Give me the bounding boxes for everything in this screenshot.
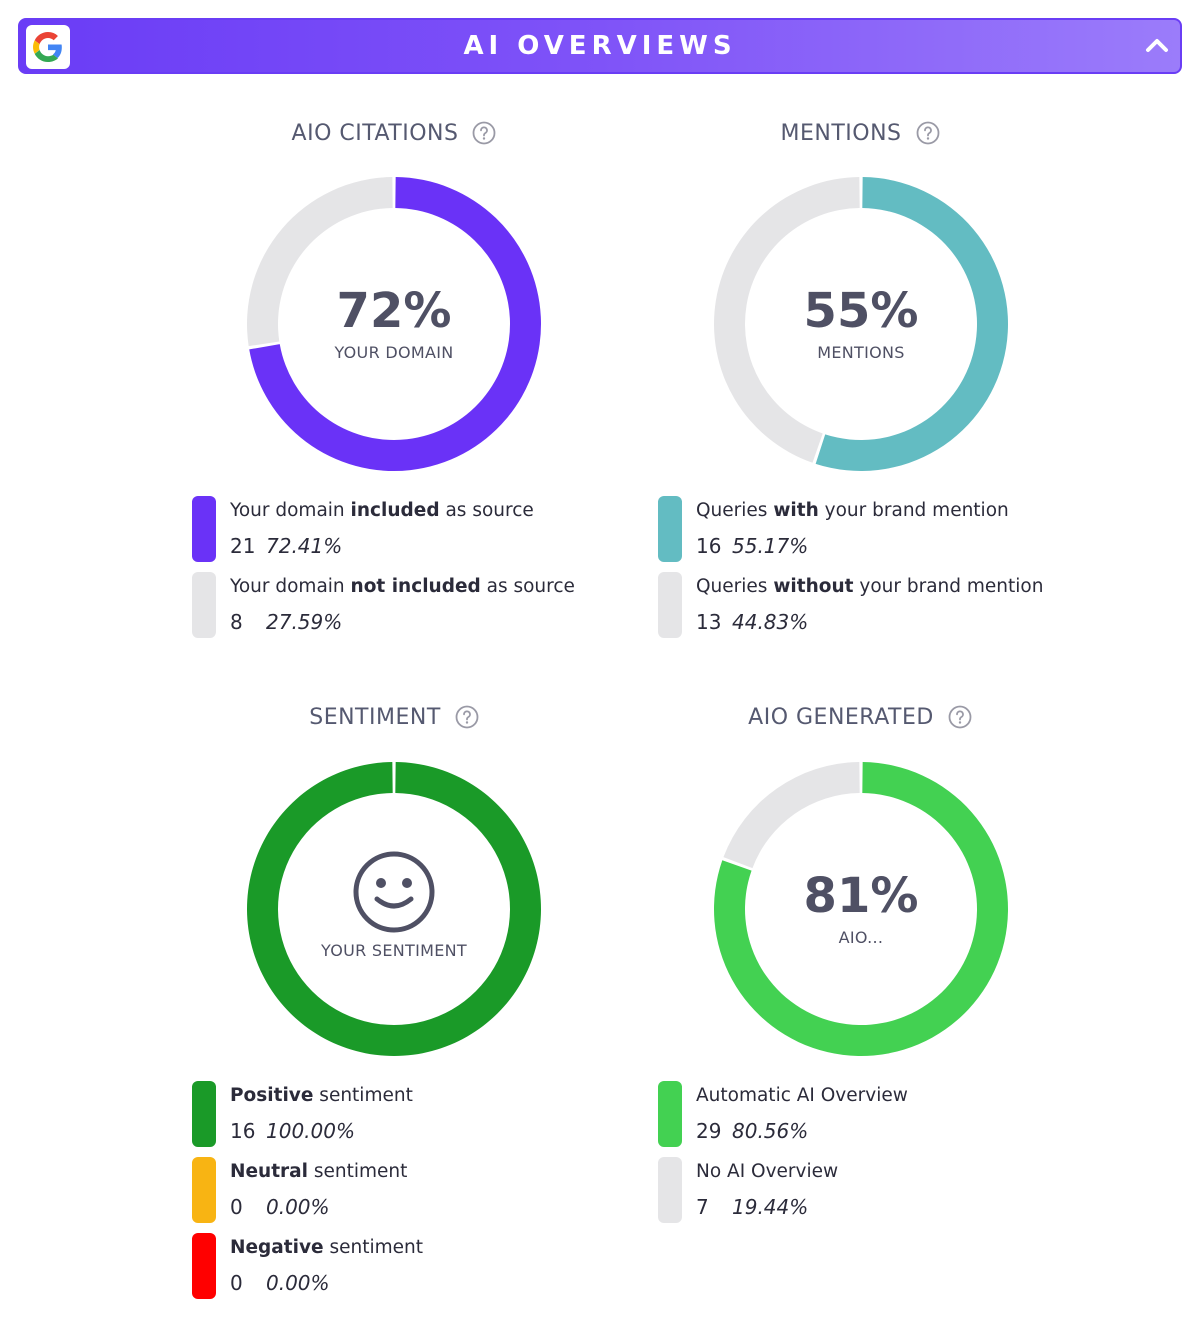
sentiment-donut-chart[interactable]: YOUR SENTIMENT <box>244 759 544 1059</box>
generated-donut-svg <box>714 762 1008 1056</box>
donut-slice-queries-with-your-brand-mention[interactable] <box>815 177 1008 471</box>
sentiment-panel: SENTIMENT YOUR SENTIMENT Positive sentim… <box>134 700 654 1320</box>
legend-swatch <box>192 1233 216 1299</box>
help-icon[interactable] <box>455 705 479 729</box>
legend-item-with-mention[interactable]: Queries with your brand mention 16 55.17% <box>658 496 1043 562</box>
legend-count: 0 <box>230 1195 243 1219</box>
legend-percent: 72.41% <box>266 534 343 558</box>
legend-count: 8 <box>230 610 243 634</box>
legend-swatch <box>658 1081 682 1147</box>
legend-swatch <box>658 1157 682 1223</box>
donut-caption: MENTIONS <box>817 342 905 362</box>
legend-item-automatic[interactable]: Automatic AI Overview 29 80.56% <box>658 1081 908 1147</box>
panel-title: SENTIMENT <box>309 704 441 730</box>
panel-title: AIO CITATIONS <box>291 120 459 146</box>
chevron-up-icon[interactable] <box>1142 31 1172 61</box>
ai-overviews-header[interactable]: AI OVERVIEWS <box>18 18 1182 74</box>
legend-percent: 27.59% <box>266 610 343 634</box>
legend-swatch <box>192 572 216 638</box>
citations-legend: Your domain included as source 21 72.41% … <box>192 496 575 648</box>
legend-item-no-overview[interactable]: No AI Overview 7 19.44% <box>658 1157 908 1223</box>
legend-item-not-included[interactable]: Your domain not included as source 8 27.5… <box>192 572 575 638</box>
legend-item-without-mention[interactable]: Queries without your brand mention 13 44.… <box>658 572 1043 638</box>
legend-percent: 55.17% <box>732 534 809 558</box>
legend-count: 13 <box>696 610 722 634</box>
panel-title: MENTIONS <box>780 120 902 146</box>
legend-swatch <box>658 496 682 562</box>
help-icon[interactable] <box>472 121 496 145</box>
help-icon[interactable] <box>916 121 940 145</box>
donut-percent: 81% <box>803 867 919 924</box>
donut-caption: AIO... <box>838 927 884 947</box>
legend-percent: 19.44% <box>732 1195 809 1219</box>
legend-percent: 80.56% <box>732 1119 809 1143</box>
mentions-donut-svg <box>714 177 1008 471</box>
mentions-donut-chart[interactable]: 55% MENTIONS <box>711 174 1011 474</box>
legend-count: 0 <box>230 1271 243 1295</box>
donut-caption: YOUR DOMAIN <box>334 342 454 362</box>
legend-percent: 0.00% <box>266 1195 330 1219</box>
legend-count: 16 <box>230 1119 256 1143</box>
legend-item-neutral[interactable]: Neutral sentiment 0 0.00% <box>192 1157 423 1223</box>
legend-percent: 0.00% <box>266 1271 330 1295</box>
generated-donut-chart[interactable]: 81% AIO... <box>711 759 1011 1059</box>
help-icon[interactable] <box>948 705 972 729</box>
legend-count: 21 <box>230 534 256 558</box>
legend-item-included[interactable]: Your domain included as source 21 72.41% <box>192 496 575 562</box>
donut-slice-your-domain-not-included-as-source[interactable] <box>247 177 393 347</box>
mentions-legend: Queries with your brand mention 16 55.17%… <box>658 496 1043 648</box>
google-g-icon <box>26 25 70 69</box>
citations-donut-svg <box>247 177 541 471</box>
legend-percent: 100.00% <box>266 1119 355 1143</box>
citations-donut-chart[interactable]: 72% YOUR DOMAIN <box>244 174 544 474</box>
legend-percent: 44.83% <box>732 610 809 634</box>
legend-item-positive[interactable]: Positive sentiment 16 100.00% <box>192 1081 423 1147</box>
donut-percent: 72% <box>336 282 452 339</box>
donut-percent: 55% <box>803 282 919 339</box>
legend-item-negative[interactable]: Negative sentiment 0 0.00% <box>192 1233 423 1299</box>
generated-legend: Automatic AI Overview 29 80.56% No AI Ove… <box>658 1081 908 1233</box>
donut-slice-queries-without-your-brand-mention[interactable] <box>714 177 860 463</box>
legend-count: 7 <box>696 1195 709 1219</box>
legend-swatch <box>192 496 216 562</box>
legend-count: 29 <box>696 1119 722 1143</box>
aio-citations-panel: AIO CITATIONS 72% YOUR DOMAIN Your domai… <box>134 116 654 656</box>
sentiment-legend: Positive sentiment 16 100.00% Neutral sen… <box>192 1081 423 1309</box>
panel-title: AIO GENERATED <box>748 704 934 730</box>
donut-caption: YOUR SENTIMENT <box>321 940 467 960</box>
legend-count: 16 <box>696 534 722 558</box>
header-title: AI OVERVIEWS <box>463 31 737 61</box>
mentions-panel: MENTIONS 55% MENTIONS Queries with your … <box>600 116 1120 656</box>
legend-swatch <box>192 1081 216 1147</box>
aio-generated-panel: AIO GENERATED 81% AIO... Automatic AI Ov… <box>600 700 1120 1240</box>
smiley-face-icon <box>353 851 435 932</box>
donut-slice-no-ai-overview[interactable] <box>723 762 860 869</box>
legend-swatch <box>192 1157 216 1223</box>
legend-swatch <box>658 572 682 638</box>
